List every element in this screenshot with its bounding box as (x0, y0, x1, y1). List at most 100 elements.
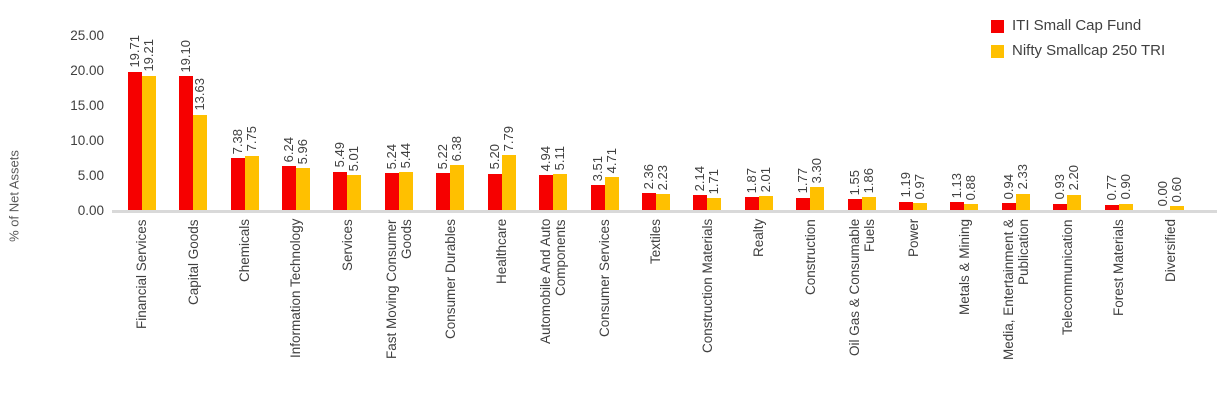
x-axis-line (112, 210, 1217, 213)
bar-column: 13.63 (192, 78, 208, 210)
bar-group: 5.20 7.79 (476, 0, 527, 210)
bar-column: 5.20 (486, 144, 502, 210)
bar (281, 166, 296, 210)
category-label: Automobile And Auto Components (538, 219, 569, 345)
bar-group: 4.94 5.11 (527, 0, 578, 210)
bar-column: 1.87 (744, 168, 759, 210)
bar-column: 7.38 (230, 129, 245, 210)
bar-value-label: 7.75 (243, 126, 259, 152)
bar-value-label: 3.30 (809, 157, 825, 183)
legend-label-benchmark: Nifty Smallcap 250 TRI (1012, 42, 1166, 59)
bar-column: 2.20 (1066, 165, 1082, 210)
bar-group: 1.13 0.88 (939, 0, 990, 210)
bar (810, 186, 825, 210)
legend-item-benchmark: Nifty Smallcap 250 TRI (991, 42, 1165, 60)
bar (553, 174, 568, 210)
bar (1015, 193, 1030, 210)
bar-value-label: 0.97 (912, 173, 928, 200)
bar-column: 3.30 (809, 157, 825, 210)
bar-group: 6.24 5.96 (270, 0, 321, 210)
bar-group: 3.51 4.71 (579, 0, 630, 210)
category-column: Chemicals (219, 219, 270, 407)
bar (950, 202, 965, 210)
bar-group: 5.49 5.01 (322, 0, 373, 210)
category-column: Metals & Mining (939, 219, 990, 407)
bar-group: 5.22 6.38 (425, 0, 476, 210)
bar-value-label: 0.94 (1000, 174, 1016, 200)
bar-value-label: 5.20 (486, 144, 502, 170)
bar-column: 2.36 (641, 164, 656, 210)
bar-group: 2.14 1.71 (682, 0, 733, 210)
bar (487, 173, 502, 210)
category-column: Consumer Durables (425, 219, 476, 407)
bar-column: 1.13 (949, 173, 965, 210)
bar (641, 193, 656, 210)
y-tick-label: 0.00 (77, 203, 104, 218)
y-axis-tick-labels: 0.00 5.00 10.00 15.00 20.00 25.00 (0, 0, 104, 409)
bar (693, 195, 708, 210)
bar (384, 173, 399, 210)
bar-value-label: 3.51 (589, 156, 605, 182)
bar-column: 6.24 (281, 137, 296, 210)
category-label: Healthcare (494, 219, 510, 285)
bar (127, 72, 142, 210)
category-label: Construction Materials (699, 219, 715, 354)
bar-value-label: 4.71 (603, 147, 619, 174)
bar-group: 0.94 2.33 (990, 0, 1041, 210)
bar (1104, 204, 1119, 210)
bar-column: 4.94 (538, 146, 554, 210)
category-column: Textiles (630, 219, 681, 407)
bar-group: 1.19 0.97 (887, 0, 938, 210)
bar-column: 0.94 (1000, 174, 1016, 210)
plot-area: 19.71 19.21 19.10 13.63 7.38 7.75 6.24 5.96 5.49… (116, 0, 1196, 210)
y-tick-label: 5.00 (77, 168, 104, 183)
y-tick-label: 10.00 (70, 133, 104, 148)
bar-value-label: 2.23 (654, 165, 670, 191)
category-label: Capital Goods (185, 219, 201, 305)
category-column: Oil Gas & Consumable Fuels (836, 219, 887, 407)
bar-column: 2.23 (654, 165, 670, 210)
bar (141, 75, 156, 210)
bar-column: 1.71 (706, 169, 722, 210)
category-column: Telecommunication (1042, 219, 1093, 407)
x-axis-category-labels: Financial Services Capital Goods Chemicals… (116, 219, 1196, 407)
bar-column: 4.71 (603, 147, 619, 210)
bar-value-label: 0.90 (1117, 174, 1133, 200)
bar-column: 2.14 (692, 166, 708, 210)
bar-value-label: 0.88 (963, 174, 979, 200)
bar-value-label: 4.94 (538, 146, 554, 172)
y-tick-label: 20.00 (70, 63, 104, 78)
category-label: Oil Gas & Consumable Fuels (846, 219, 877, 357)
category-label: Consumer Services (597, 219, 612, 337)
bar-value-label: 19.71 (126, 35, 142, 69)
category-label: Realty (751, 219, 767, 258)
bar (1053, 203, 1068, 210)
bar (899, 201, 914, 210)
category-label: Information Technology (288, 219, 304, 359)
bar-value-label: 5.96 (294, 138, 310, 165)
bar-group: 2.36 2.23 (630, 0, 681, 210)
legend-item-fund: ITI Small Cap Fund (991, 17, 1165, 35)
category-label: Chemicals (237, 219, 253, 283)
bar-value-label: 19.21 (140, 38, 156, 72)
bar (1001, 203, 1016, 210)
bar-value-label: 13.63 (192, 78, 208, 111)
bar-group: 0.93 2.20 (1042, 0, 1093, 210)
bar-column: 0.88 (963, 174, 979, 210)
category-column: Construction Materials (682, 219, 733, 407)
bar-value-label: 2.20 (1066, 165, 1082, 191)
bar (436, 173, 451, 210)
bar-group: 7.38 7.75 (219, 0, 270, 210)
bar-column: 1.86 (860, 167, 876, 210)
category-column: Services (322, 219, 373, 407)
bar-column: 0.97 (912, 173, 928, 210)
legend-label-fund: ITI Small Cap Fund (1012, 17, 1142, 34)
bar (1067, 194, 1082, 210)
bar-column: 1.55 (847, 170, 862, 210)
bar-column: 5.96 (294, 138, 310, 210)
bar (744, 196, 759, 210)
bar-value-label: 1.86 (860, 167, 876, 193)
bar-column: 3.51 (589, 156, 605, 210)
bar (796, 197, 811, 210)
bar-column: 5.44 (398, 143, 413, 210)
